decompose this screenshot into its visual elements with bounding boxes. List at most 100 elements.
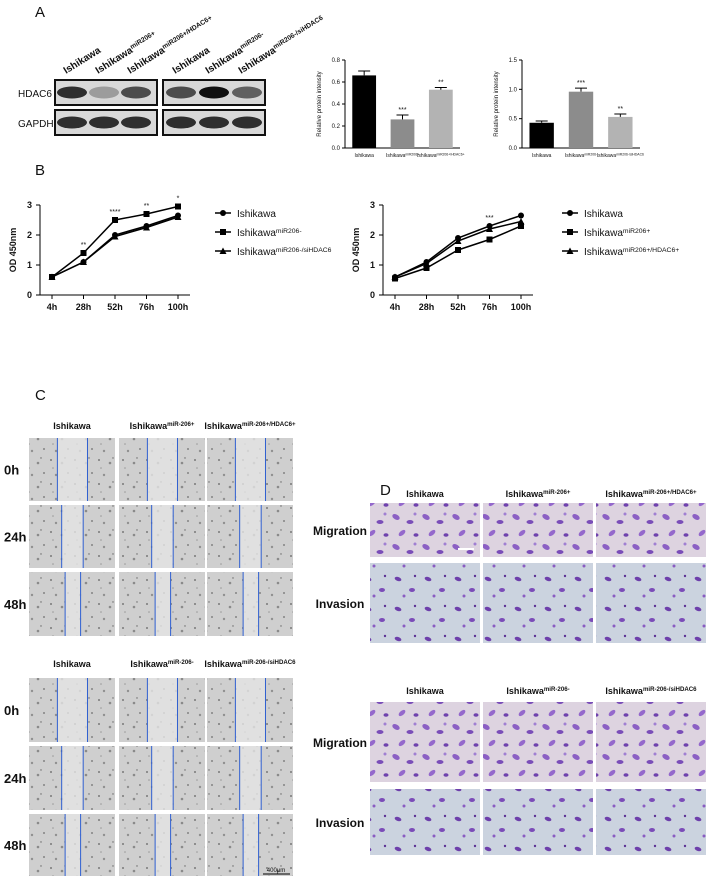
y-tick-label: 0.0 bbox=[332, 146, 341, 152]
blot-band bbox=[199, 116, 229, 129]
y-tick-label: 0 bbox=[27, 290, 32, 300]
scratch-gap bbox=[243, 814, 259, 876]
label-sup: miR-206-/siHDAC6 bbox=[643, 686, 697, 693]
series-line bbox=[51, 216, 179, 278]
blot-row-label: HDAC6 bbox=[18, 89, 52, 100]
y-tick-label: 0.8 bbox=[332, 58, 341, 64]
transwell-image bbox=[596, 503, 706, 557]
row-label: 24h bbox=[4, 530, 26, 545]
label-text: Ishikawa bbox=[53, 659, 92, 669]
y-tick-label: 0.2 bbox=[332, 124, 341, 130]
label: Ishikawa bbox=[584, 209, 623, 220]
scratch-gap bbox=[239, 505, 262, 568]
bar bbox=[568, 91, 594, 148]
label-text: Ishikawa bbox=[417, 153, 437, 159]
label: IshikawamiR206- bbox=[565, 152, 597, 159]
marker bbox=[518, 212, 524, 219]
x-tick-label: 52h bbox=[450, 302, 466, 312]
label-sup: miR-206+/HDAC6+ bbox=[643, 489, 697, 496]
significance: ** bbox=[618, 106, 624, 113]
label-text: Ishikawa bbox=[506, 686, 545, 696]
x-tick-label: 4h bbox=[390, 302, 401, 312]
label-text: Ishikawa bbox=[237, 228, 276, 239]
scale-bar-label: 400μm bbox=[267, 868, 285, 874]
label: IshikawamiR206+ bbox=[386, 152, 419, 159]
x-tick-label: 76h bbox=[139, 302, 155, 312]
marker bbox=[567, 229, 573, 235]
marker bbox=[80, 250, 87, 256]
label-text: Ishikawa bbox=[605, 489, 644, 499]
y-axis-label: OD 450nm bbox=[351, 228, 361, 273]
label: IshikawamiR-206+ bbox=[130, 421, 195, 431]
y-tick-label: 0.4 bbox=[332, 102, 341, 108]
y-tick-label: 0.5 bbox=[509, 117, 518, 123]
panel-label: C bbox=[35, 387, 46, 404]
label-text: Ishikawa bbox=[532, 153, 552, 159]
label-sup: miR206+ bbox=[405, 152, 419, 156]
significance: ** bbox=[438, 80, 444, 87]
x-tick-label: 28h bbox=[76, 302, 92, 312]
label: IshikawamiR-206+/HDAC6+ bbox=[605, 489, 697, 499]
label-text: Ishikawa bbox=[584, 247, 623, 258]
blot-row-label: GAPDH bbox=[18, 119, 54, 130]
y-tick-label: 3 bbox=[370, 200, 375, 210]
label: Ishikawa bbox=[532, 153, 552, 159]
row-label: 48h bbox=[4, 597, 26, 612]
scratch-gap bbox=[155, 572, 171, 636]
marker bbox=[423, 260, 430, 267]
scratch-gap bbox=[155, 814, 171, 876]
marker bbox=[566, 247, 574, 254]
scratch-gap bbox=[235, 438, 266, 501]
bar bbox=[428, 89, 453, 148]
label: IshikawamiR-206+/HDAC6+ bbox=[204, 421, 296, 431]
label-text: Ishikawa bbox=[386, 153, 406, 159]
blot-band bbox=[232, 86, 262, 99]
label-sup: miR206- bbox=[276, 228, 302, 235]
marker bbox=[391, 273, 399, 280]
panel-label: D bbox=[380, 482, 391, 499]
marker bbox=[455, 247, 461, 253]
row-label: Invasion bbox=[316, 597, 365, 611]
marker bbox=[143, 224, 150, 231]
row-label: Migration bbox=[313, 736, 367, 750]
label: IshikawamiR206+/HDAC6+ bbox=[417, 152, 465, 159]
transwell-image bbox=[483, 789, 593, 855]
label-text: Ishikawa bbox=[584, 228, 623, 239]
error-bar bbox=[535, 120, 548, 123]
y-axis-label: Relative protein intensity bbox=[494, 71, 500, 136]
label-text: Ishikawa bbox=[565, 153, 585, 159]
label-text: Ishikawa bbox=[130, 659, 169, 669]
row-label: 0h bbox=[4, 703, 19, 718]
x-tick-label: 52h bbox=[107, 302, 123, 312]
label-sup: miR206-/siHDAC6 bbox=[616, 152, 644, 156]
marker bbox=[220, 210, 226, 216]
label-text: Ishikawa bbox=[204, 421, 243, 431]
y-tick-label: 2 bbox=[27, 230, 32, 240]
label-text: Ishikawa bbox=[406, 489, 445, 499]
row-label: 24h bbox=[4, 771, 26, 786]
error-bar bbox=[575, 87, 587, 92]
x-tick-label: 4h bbox=[47, 302, 58, 312]
marker bbox=[486, 225, 493, 232]
blot-band bbox=[57, 116, 87, 129]
transwell-image bbox=[483, 563, 593, 643]
bar bbox=[390, 119, 415, 148]
label-sup: miR206- bbox=[584, 152, 597, 156]
significance: ** bbox=[144, 203, 150, 210]
label-sup: miR-206-/siHDAC6 bbox=[242, 659, 296, 666]
row-label: 48h bbox=[4, 838, 26, 853]
scratch-gap bbox=[147, 438, 178, 501]
transwell-image bbox=[596, 563, 706, 643]
scratch-gap bbox=[65, 814, 81, 876]
x-tick-label: 76h bbox=[482, 302, 498, 312]
label: IshikawamiR206+ bbox=[584, 228, 650, 239]
marker bbox=[423, 265, 430, 271]
label-sup: miR-206+/HDAC6+ bbox=[242, 421, 296, 428]
label-sup: miR-206- bbox=[544, 686, 570, 693]
significance: *** bbox=[398, 107, 406, 114]
y-tick-label: 0 bbox=[370, 290, 375, 300]
y-tick-label: 0.0 bbox=[509, 146, 518, 152]
marker bbox=[454, 237, 462, 244]
label-sup: miR206+ bbox=[623, 228, 650, 235]
